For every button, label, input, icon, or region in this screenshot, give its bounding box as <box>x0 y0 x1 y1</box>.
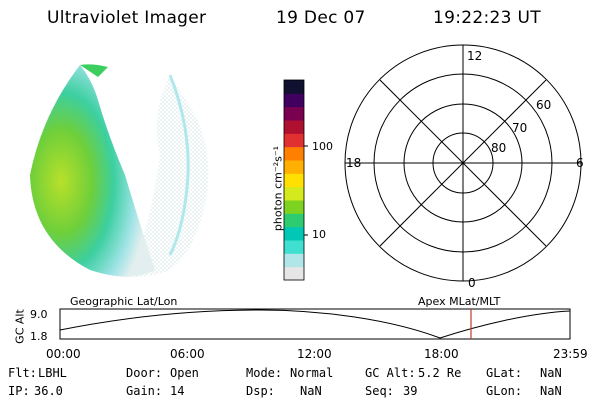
ip-value: 36.0 <box>34 384 63 398</box>
timeline-ytick-top: 9.0 <box>30 308 48 321</box>
colorbar-segment <box>284 120 304 134</box>
colorbar-segment <box>284 160 304 174</box>
auroral-image <box>30 64 209 278</box>
mode-value: Normal <box>290 366 334 380</box>
colorbar <box>283 79 308 281</box>
flt-value: LBHL <box>38 366 67 380</box>
polar-hour-12: 12 <box>467 49 483 63</box>
colorbar-segment <box>284 200 304 214</box>
colorbar-segment <box>284 80 304 94</box>
gain-value: 14 <box>170 384 185 398</box>
polar-lat-80: 80 <box>491 141 507 155</box>
time-label: 19:22:23 UT <box>433 8 541 28</box>
flt-label: Flt: <box>8 366 37 380</box>
colorbar-segment <box>284 186 304 201</box>
timeline-right-label: Apex MLat/MLT <box>418 295 501 308</box>
colorbar-segment <box>284 253 304 268</box>
seq-value: 39 <box>403 384 418 398</box>
timeline-xtick-0: 00:00 <box>46 347 81 361</box>
colorbar-segment <box>284 93 304 108</box>
timeline-plot <box>59 308 571 340</box>
colorbar-segment <box>284 226 304 241</box>
colorbar-segment <box>284 173 304 188</box>
glat-label: GLat: <box>486 366 523 380</box>
timeline-ylabel: GC Alt <box>13 309 27 344</box>
colorbar-unit-label: photon cm⁻²s⁻¹ <box>271 145 285 232</box>
door-value: Open <box>170 366 199 380</box>
glon-value: NaN <box>540 384 562 398</box>
instrument-title: Ultraviolet Imager <box>47 8 207 28</box>
colorbar-tick-10: 10 <box>312 228 326 241</box>
timeline-xtick-4: 23:59 <box>553 347 588 361</box>
gain-label: Gain: <box>126 384 163 398</box>
colorbar-segment <box>284 240 304 254</box>
polar-plot <box>344 44 582 282</box>
glat-value: NaN <box>540 366 562 380</box>
timeline-xtick-1: 06:00 <box>170 347 205 361</box>
glon-label: GLon: <box>486 384 523 398</box>
dsp-label: Dsp: <box>246 384 275 398</box>
dsp-value: NaN <box>300 384 322 398</box>
seq-label: Seq: <box>365 384 394 398</box>
door-label: Door: <box>126 366 163 380</box>
polar-lat-70: 70 <box>512 121 528 135</box>
polar-hour-0: 0 <box>468 276 476 290</box>
colorbar-segment <box>284 266 304 281</box>
timeline-ytick-bottom: 1.8 <box>30 330 48 343</box>
timeline-xtick-2: 12:00 <box>297 347 332 361</box>
mode-label: Mode: <box>246 366 283 380</box>
ip-label: IP: <box>8 384 30 398</box>
timeline-left-label: Geographic Lat/Lon <box>70 295 178 308</box>
gcalt-label: GC Alt: <box>365 366 416 380</box>
colorbar-segment <box>284 146 304 161</box>
timeline-xtick-3: 18:00 <box>424 347 459 361</box>
gcalt-value: 5.2 Re <box>418 366 462 380</box>
colorbar-segment <box>284 133 304 148</box>
polar-hour-6: 6 <box>576 156 584 170</box>
date-label: 19 Dec 07 <box>276 8 366 28</box>
colorbar-segment <box>284 106 304 121</box>
colorbar-tick-100: 100 <box>312 140 333 153</box>
polar-lat-60: 60 <box>536 98 552 112</box>
polar-hour-18: 18 <box>346 156 362 170</box>
colorbar-segment <box>284 213 304 228</box>
